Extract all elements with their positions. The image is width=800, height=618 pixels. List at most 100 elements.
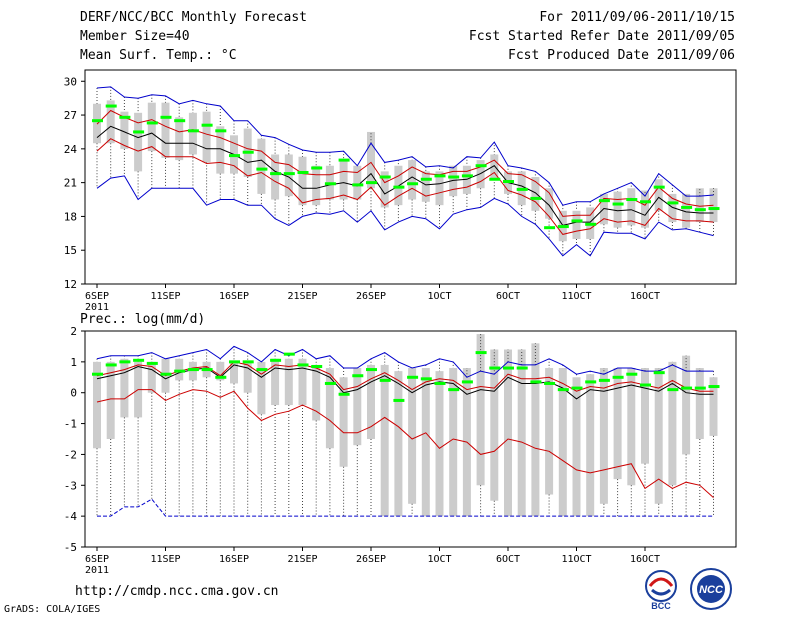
temp-median-mark [407, 182, 419, 186]
prec-y-tick-label: 0 [70, 387, 77, 400]
prec-y-tick-label: -2 [64, 448, 77, 461]
temp-median-mark [133, 130, 145, 134]
temp-median-mark [694, 208, 706, 212]
prec-box [558, 368, 567, 517]
temp-box [339, 160, 348, 200]
temp-median-mark [338, 158, 350, 162]
prec-median-mark [133, 358, 145, 362]
prec-median-mark [434, 381, 446, 385]
prec-y-tick-label: 1 [70, 356, 77, 369]
footer-url[interactable]: http://cmdp.ncc.cma.gov.cn [75, 584, 279, 599]
temp-median-mark [461, 174, 473, 178]
temp-line-mean_minus_sd [96, 138, 714, 235]
temp-box [654, 179, 663, 211]
temp-median-mark [283, 172, 295, 176]
prec-median-mark [407, 375, 419, 379]
prec-y-tick-label: -5 [64, 541, 77, 554]
prec-median-mark [338, 392, 350, 396]
prec-box [531, 343, 540, 517]
prec-median-mark [489, 366, 501, 370]
prec-median-mark [708, 385, 720, 389]
prec-median-mark [119, 360, 131, 364]
temp-median-mark [174, 119, 186, 123]
temp-box [257, 138, 266, 194]
temp-box [188, 112, 197, 155]
prec-median-mark [516, 366, 528, 370]
prec-median-mark [626, 372, 638, 376]
temp-x-tick-label: 21SEP [287, 291, 317, 302]
temp-box [134, 112, 143, 172]
temp-box [175, 117, 184, 161]
prec-median-mark [612, 375, 624, 379]
prec-y-tick-label: 2 [70, 325, 77, 338]
temp-box [545, 188, 554, 219]
prec-box [641, 368, 649, 464]
temp-median-mark [311, 166, 323, 170]
temp-box [271, 154, 280, 200]
temp-y-tick-label: 21 [64, 177, 77, 190]
temp-x-tick-label: 16SEP [219, 291, 249, 302]
prec-median-mark [324, 381, 336, 385]
prec-median-mark [420, 377, 432, 381]
prec-x-tick-label: 16OCT [630, 554, 660, 565]
temp-box [682, 193, 691, 228]
temp-median-mark [393, 185, 405, 189]
temp-box [449, 165, 458, 197]
temp-box [531, 177, 540, 211]
ncc-logo-icon: NCC [690, 568, 732, 610]
prec-median-mark [160, 372, 172, 376]
prec-median-mark [352, 374, 364, 378]
prec-box [586, 374, 595, 517]
temp-y-tick-label: 30 [64, 75, 77, 88]
prec-x-year-label: 2011 [85, 565, 109, 576]
prec-median-mark [366, 368, 377, 372]
prec-box [572, 377, 581, 517]
prec-box [545, 368, 554, 495]
temp-y-tick-label: 24 [64, 143, 78, 156]
temp-box [284, 154, 293, 197]
prec-box [408, 368, 417, 504]
fcst-produced-date: Fcst Produced Date 2011/09/06 [508, 48, 735, 63]
temp-median-mark [366, 181, 377, 185]
prec-line-min [97, 498, 714, 517]
temp-median-mark [530, 196, 542, 200]
prec-box [668, 361, 677, 486]
temp-y-tick-label: 12 [64, 278, 77, 291]
temp-box [668, 193, 677, 223]
temp-median-mark [324, 182, 336, 186]
prec-box [709, 377, 718, 436]
temp-plot-frame [84, 69, 737, 285]
prec-median-mark [598, 378, 610, 382]
bcc-logo-text: BCC [651, 601, 671, 611]
temp-median-mark [544, 226, 556, 230]
prec-median-mark [229, 360, 240, 364]
temp-x-year-label: 2011 [85, 302, 109, 313]
temp-median-mark [270, 172, 282, 176]
temp-x-tick-label: 6OCT [496, 291, 520, 302]
prec-median-mark [105, 363, 117, 367]
prec-box [175, 358, 184, 381]
prec-box [627, 368, 636, 486]
prec-median-mark [146, 361, 158, 365]
temp-box [312, 165, 321, 206]
fcst-started-date: Fcst Started Refer Date 2011/09/05 [468, 29, 735, 44]
prec-box [120, 358, 129, 418]
prec-median-mark [681, 386, 693, 390]
forecast-period: For 2011/09/06-2011/10/15 [539, 10, 735, 25]
temp-median-mark [187, 129, 199, 133]
temp-y-tick-label: 18 [64, 210, 77, 223]
prec-box [695, 368, 704, 439]
prec-median-mark [201, 368, 213, 372]
prec-box [380, 364, 389, 517]
prec-median-mark [174, 369, 186, 373]
temp-median-mark [297, 170, 309, 174]
prec-median-mark [215, 375, 227, 379]
prec-line-max [96, 345, 714, 378]
temp-median-mark [598, 199, 610, 203]
temp-box [120, 111, 129, 149]
prec-box [613, 368, 622, 480]
prec-median-mark [270, 358, 282, 362]
temp-median-mark [448, 175, 460, 179]
temp-box [202, 111, 211, 163]
temp-median-mark [475, 164, 487, 168]
